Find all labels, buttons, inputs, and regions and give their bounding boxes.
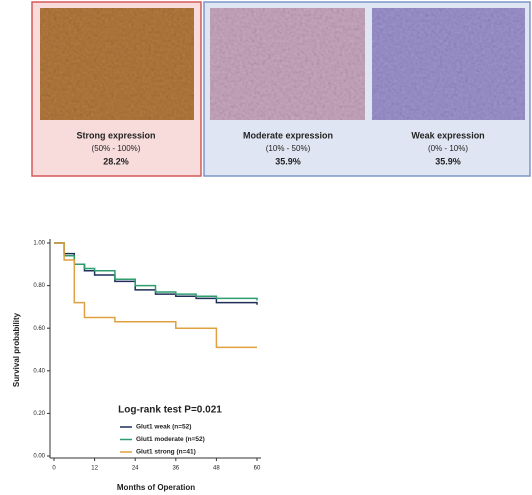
panel-percent: 35.9% xyxy=(435,156,461,166)
histology-image xyxy=(210,8,365,120)
histology-image xyxy=(40,8,194,120)
survival-curve xyxy=(54,243,257,301)
y-tick-label: 0.00 xyxy=(33,454,45,460)
y-axis-label: Survival probability xyxy=(12,312,21,387)
y-tick-label: 1.00 xyxy=(33,241,45,247)
histology-image xyxy=(372,8,525,120)
panel-label: Weak expression xyxy=(411,130,484,140)
figure: Strong expression (50% - 100%) 28.2% Mod… xyxy=(0,0,532,495)
panel-range: (0% - 10%) xyxy=(428,144,468,153)
x-tick-label: 60 xyxy=(254,466,261,472)
survival-curve xyxy=(54,243,257,305)
panel-label: Moderate expression xyxy=(243,130,333,140)
legend-label: Glut1 weak (n=52) xyxy=(136,424,191,431)
y-tick-label: 0.20 xyxy=(33,411,45,417)
y-tick-label: 0.60 xyxy=(33,326,45,332)
survival-curve xyxy=(54,243,257,347)
annotation: Log-rank test P=0.021 xyxy=(118,405,222,416)
x-tick-label: 36 xyxy=(172,466,179,472)
legend-label: Glut1 strong (n=41) xyxy=(136,449,196,456)
panel-range: (50% - 100%) xyxy=(92,144,141,153)
panel-range: (10% - 50%) xyxy=(266,144,311,153)
x-tick-label: 48 xyxy=(213,466,220,472)
x-tick-label: 24 xyxy=(132,466,139,472)
panel-percent: 35.9% xyxy=(275,156,301,166)
x-tick-label: 12 xyxy=(91,466,98,472)
panel-label: Strong expression xyxy=(76,130,155,140)
legend-label: Glut1 moderate (n=52) xyxy=(136,436,205,443)
y-tick-label: 0.40 xyxy=(33,368,45,374)
x-tick-label: 0 xyxy=(52,466,56,472)
y-tick-label: 0.80 xyxy=(33,283,45,289)
x-axis-label: Months of Operation xyxy=(117,483,195,492)
panel-percent: 28.2% xyxy=(103,156,129,166)
